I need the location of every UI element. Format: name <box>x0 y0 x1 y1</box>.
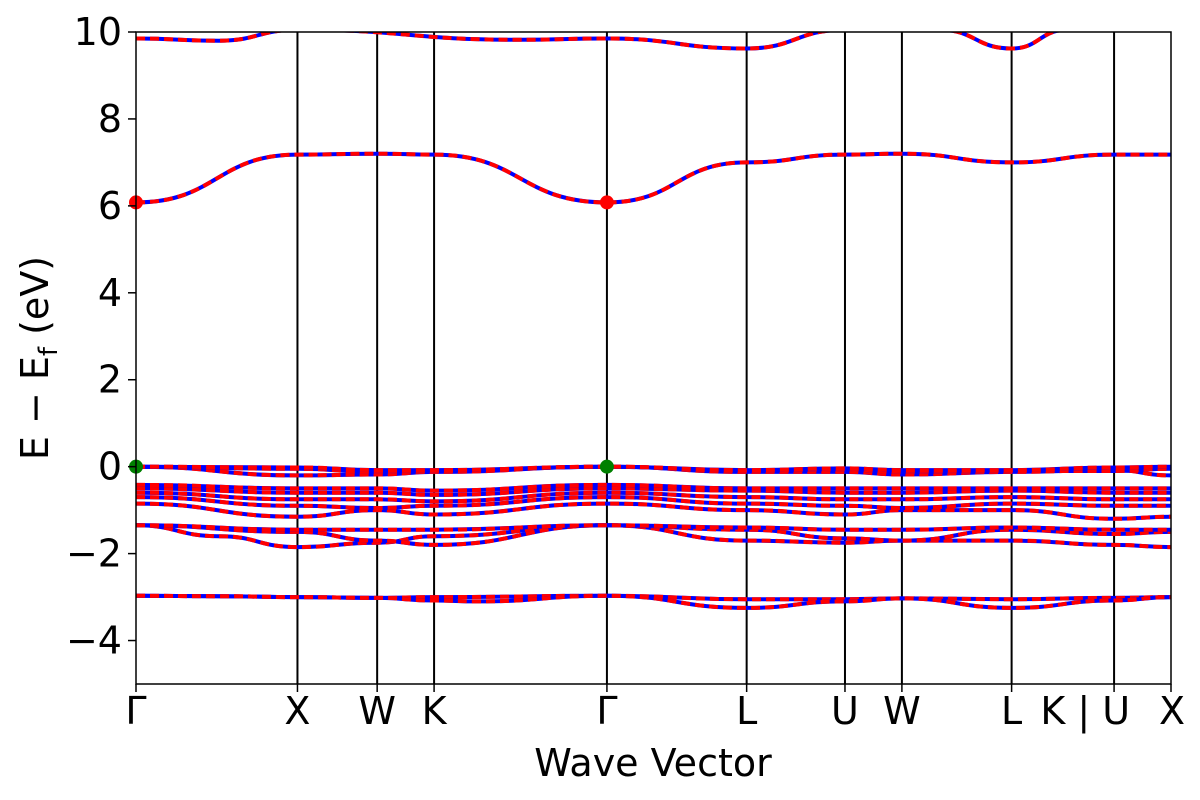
x-tick-label: K | U <box>1040 689 1130 734</box>
x-tick-label: X <box>284 689 310 733</box>
band-lines <box>136 32 1171 610</box>
band-line-red <box>942 32 1065 51</box>
extrema-markers <box>129 195 614 474</box>
y-tick-label: 4 <box>98 271 122 315</box>
x-tick-label: Γ <box>125 689 146 733</box>
y-axis-ticks: −4 −2 0 2 4 6 8 10 <box>66 10 136 663</box>
band-line-red <box>136 464 1171 473</box>
band-line-red <box>136 486 1171 497</box>
y-tick-label: 10 <box>74 10 122 54</box>
plot-frame <box>135 31 1172 685</box>
x-tick-label: L <box>736 689 757 733</box>
band-line-red <box>136 482 1171 493</box>
y-tick-label: 0 <box>98 445 122 489</box>
y-axis-title-main: E − E <box>13 356 57 460</box>
band-line-red <box>136 151 1171 205</box>
band-line-red <box>136 523 1171 547</box>
y-tick-label: −2 <box>66 532 122 576</box>
band-line-red <box>136 523 1171 532</box>
x-tick-label: W <box>883 689 921 733</box>
y-tick-label: 2 <box>98 358 122 402</box>
x-axis-title: Wave Vector <box>534 741 772 785</box>
y-axis-title-subscript: f <box>34 346 64 356</box>
x-tick-label: K <box>422 689 448 733</box>
y-axis-title-unit: (eV) <box>13 256 57 347</box>
x-tick-label: Γ <box>596 689 617 733</box>
y-tick-label: 6 <box>98 184 122 228</box>
y-axis-title: E − Ef (eV) <box>13 256 64 460</box>
band-line-red <box>136 501 1171 521</box>
cbm-marker <box>599 195 614 210</box>
x-tick-label: U <box>831 689 859 733</box>
band-line-red <box>136 495 1171 511</box>
x-tick-label: L <box>1001 689 1022 733</box>
band-line-red <box>136 490 1171 504</box>
x-tick-label: X <box>1159 689 1185 733</box>
band-line-red <box>136 523 1171 550</box>
high-symmetry-lines <box>296 32 1116 684</box>
x-tick-label: W <box>358 689 396 733</box>
band-line-red <box>136 32 840 51</box>
band-line-red <box>136 593 1171 610</box>
y-tick-label: −4 <box>66 619 122 663</box>
y-tick-label: 8 <box>98 97 122 141</box>
vbm-marker <box>599 459 614 474</box>
